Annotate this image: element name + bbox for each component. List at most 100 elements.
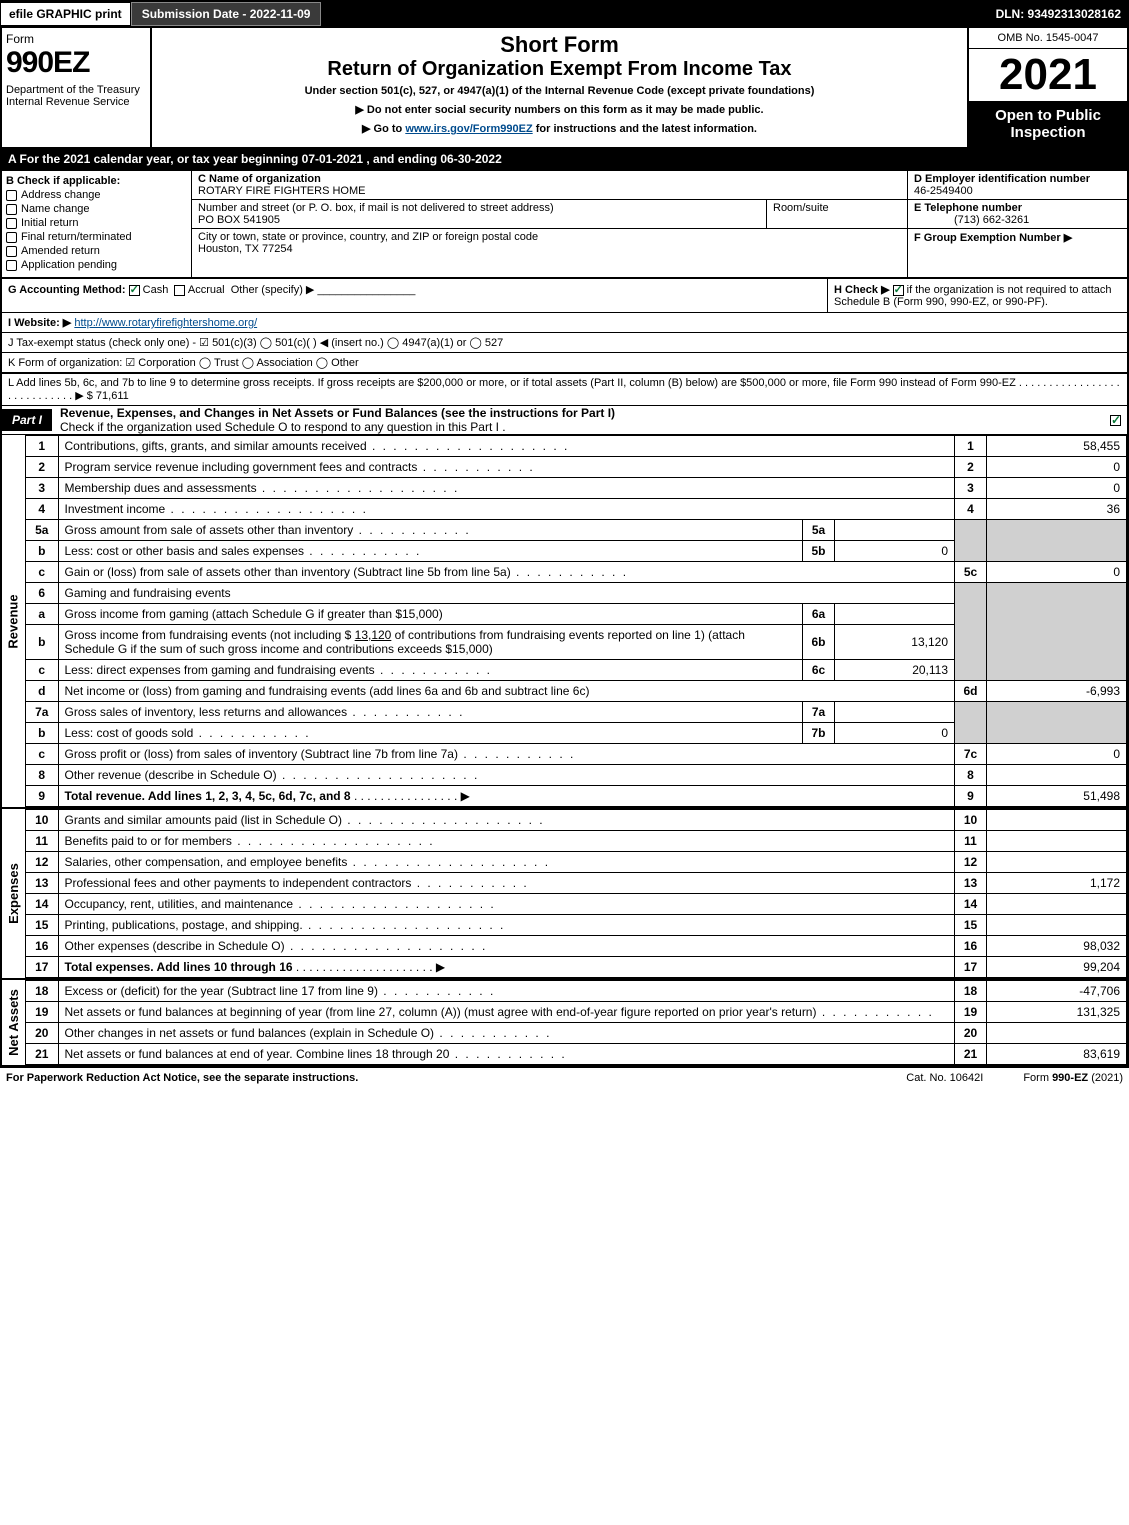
part1-header: Part I Revenue, Expenses, and Changes in…	[0, 406, 1129, 435]
checkbox-h[interactable]	[893, 285, 904, 296]
netassets-side-label: Net Assets	[2, 980, 26, 1065]
gh-row: G Accounting Method: Cash Accrual Other …	[0, 279, 1129, 313]
open-public-box: Open to Public Inspection	[969, 101, 1127, 147]
part1-title: Revenue, Expenses, and Changes in Net As…	[52, 406, 1110, 434]
phone-value: (713) 662-3261	[914, 214, 1029, 226]
return-title: Return of Organization Exempt From Incom…	[156, 58, 963, 81]
checkbox-final-return[interactable]	[6, 232, 17, 243]
checkbox-part1-scho[interactable]	[1110, 415, 1121, 426]
ein-label: D Employer identification number	[914, 173, 1090, 185]
revenue-table: 1Contributions, gifts, grants, and simil…	[26, 435, 1127, 807]
tax-year: 2021	[969, 49, 1127, 101]
line-l: L Add lines 5b, 6c, and 7b to line 9 to …	[0, 374, 1129, 406]
revenue-section: Revenue 1Contributions, gifts, grants, a…	[0, 435, 1129, 809]
table-row: 5aGross amount from sale of assets other…	[26, 520, 1127, 541]
room-suite-label: Room/suite	[767, 200, 907, 228]
table-row: 14Occupancy, rent, utilities, and mainte…	[26, 894, 1127, 915]
line-j: J Tax-exempt status (check only one) - ☑…	[0, 333, 1129, 353]
i-label: I Website: ▶	[8, 317, 71, 329]
footer-left: For Paperwork Reduction Act Notice, see …	[6, 1072, 358, 1084]
netassets-table: 18Excess or (deficit) for the year (Subt…	[26, 980, 1127, 1065]
chk-label: Address change	[21, 189, 101, 201]
section-g: G Accounting Method: Cash Accrual Other …	[2, 279, 827, 312]
checkbox-application-pending[interactable]	[6, 260, 17, 271]
part1-title-text: Revenue, Expenses, and Changes in Net As…	[60, 406, 615, 420]
footer-right-pre: Form	[1023, 1072, 1052, 1084]
section-h: H Check ▶ if the organization is not req…	[827, 279, 1127, 312]
top-bar: efile GRAPHIC print Submission Date - 20…	[0, 0, 1129, 28]
g-accrual: Accrual	[188, 284, 225, 296]
ein-value: 46-2549400	[914, 185, 973, 197]
c-city-label: City or town, state or province, country…	[198, 231, 538, 243]
h-label: H Check ▶	[834, 284, 890, 296]
table-row: 7aGross sales of inventory, less returns…	[26, 702, 1127, 723]
table-row: cGross profit or (loss) from sales of in…	[26, 744, 1127, 765]
short-form-title: Short Form	[156, 32, 963, 58]
section-b: B Check if applicable: Address change Na…	[2, 171, 192, 277]
footer-center: Cat. No. 10642I	[906, 1072, 983, 1084]
table-row: 3Membership dues and assessments30	[26, 478, 1127, 499]
table-row: 19Net assets or fund balances at beginni…	[26, 1002, 1127, 1023]
irs-link[interactable]: www.irs.gov/Form990EZ	[405, 123, 532, 135]
header-mid: Short Form Return of Organization Exempt…	[152, 28, 967, 147]
section-def: D Employer identification number 46-2549…	[907, 171, 1127, 277]
table-row: 12Salaries, other compensation, and empl…	[26, 852, 1127, 873]
ssn-notice: ▶ Do not enter social security numbers o…	[156, 103, 963, 116]
chk-label: Initial return	[21, 217, 78, 229]
checkbox-cash[interactable]	[129, 285, 140, 296]
identity-block: B Check if applicable: Address change Na…	[0, 171, 1129, 279]
expenses-side-label: Expenses	[2, 809, 26, 978]
table-row: 21Net assets or fund balances at end of …	[26, 1044, 1127, 1065]
table-row: cGain or (loss) from sale of assets othe…	[26, 562, 1127, 583]
footer-right: Form 990-EZ (2021)	[1023, 1072, 1123, 1084]
expenses-table: 10Grants and similar amounts paid (list …	[26, 809, 1127, 978]
line-i: I Website: ▶ http://www.rotaryfirefighte…	[0, 313, 1129, 333]
table-row: 10Grants and similar amounts paid (list …	[26, 810, 1127, 831]
section-c: C Name of organization ROTARY FIRE FIGHT…	[192, 171, 907, 277]
checkbox-accrual[interactable]	[174, 285, 185, 296]
dln-label: DLN: 93492313028162	[996, 7, 1129, 21]
part1-check-line: Check if the organization used Schedule …	[60, 420, 506, 434]
goto-pre: ▶ Go to	[362, 123, 405, 135]
r6b-amt: 13,120	[355, 628, 392, 642]
page-footer: For Paperwork Reduction Act Notice, see …	[0, 1067, 1129, 1088]
website-link[interactable]: http://www.rotaryfirefightershome.org/	[74, 317, 257, 329]
line-k: K Form of organization: ☑ Corporation ◯ …	[0, 353, 1129, 374]
c-name-label: C Name of organization	[198, 173, 321, 185]
checkbox-name-change[interactable]	[6, 204, 17, 215]
revenue-side-label: Revenue	[2, 435, 26, 807]
table-row: 20Other changes in net assets or fund ba…	[26, 1023, 1127, 1044]
section-b-title: B Check if applicable:	[6, 175, 187, 187]
checkbox-initial-return[interactable]	[6, 218, 17, 229]
part1-label: Part I	[2, 409, 52, 431]
footer-right-bold: 990-EZ	[1052, 1072, 1088, 1084]
table-row: 8Other revenue (describe in Schedule O)8	[26, 765, 1127, 786]
table-row: 4Investment income436	[26, 499, 1127, 520]
table-row: 11Benefits paid to or for members11	[26, 831, 1127, 852]
omb-number: OMB No. 1545-0047	[969, 28, 1127, 49]
footer-right-post: (2021)	[1088, 1072, 1123, 1084]
goto-post: for instructions and the latest informat…	[533, 123, 757, 135]
table-row: 15Printing, publications, postage, and s…	[26, 915, 1127, 936]
checkbox-amended-return[interactable]	[6, 246, 17, 257]
phone-label: E Telephone number	[914, 202, 1022, 214]
org-city: Houston, TX 77254	[198, 243, 293, 255]
table-row: 13Professional fees and other payments t…	[26, 873, 1127, 894]
checkbox-address-change[interactable]	[6, 190, 17, 201]
efile-print-button[interactable]: efile GRAPHIC print	[0, 2, 131, 26]
table-row: 6Gaming and fundraising events	[26, 583, 1127, 604]
form-word: Form	[6, 32, 146, 46]
netassets-section: Net Assets 18Excess or (deficit) for the…	[0, 980, 1129, 1067]
under-section: Under section 501(c), 527, or 4947(a)(1)…	[156, 85, 963, 97]
g-other: Other (specify) ▶	[231, 284, 315, 296]
org-address: PO BOX 541905	[198, 214, 280, 226]
r6b-d1: Gross income from fundraising events (no…	[65, 628, 355, 642]
table-row: 18Excess or (deficit) for the year (Subt…	[26, 981, 1127, 1002]
line-a: A For the 2021 calendar year, or tax yea…	[0, 149, 1129, 171]
org-name: ROTARY FIRE FIGHTERS HOME	[198, 185, 365, 197]
g-cash: Cash	[143, 284, 169, 296]
r17-desc: Total expenses. Add lines 10 through 16	[65, 960, 293, 974]
submission-date-button[interactable]: Submission Date - 2022-11-09	[131, 2, 322, 26]
form-header: Form 990EZ Department of the Treasury In…	[0, 28, 1129, 149]
chk-label: Application pending	[21, 259, 117, 271]
